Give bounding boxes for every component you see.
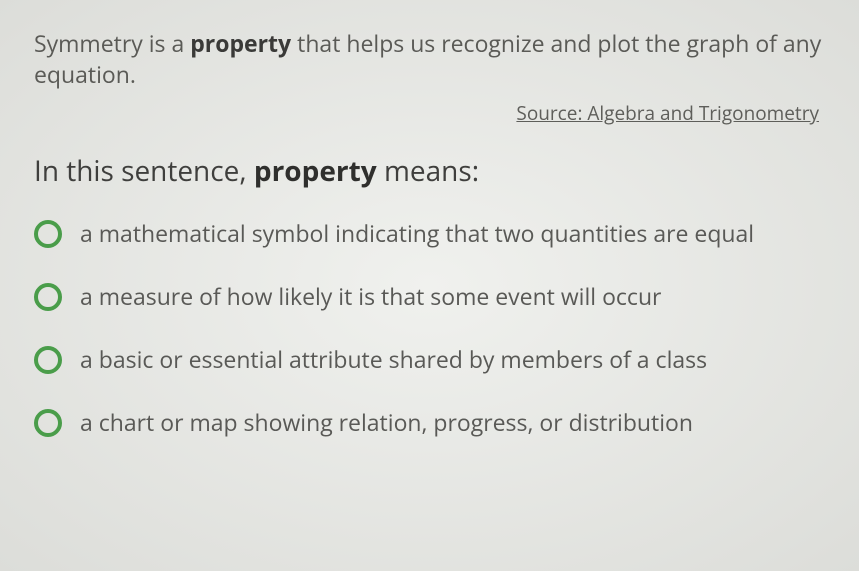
radio-icon[interactable]: [34, 409, 62, 437]
question-pre: In this sentence,: [34, 152, 254, 190]
radio-icon[interactable]: [34, 283, 62, 311]
context-bold-word: property: [190, 27, 291, 59]
option-text: a mathematical symbol indicating that tw…: [80, 218, 754, 249]
radio-icon[interactable]: [34, 220, 62, 248]
option-text: a chart or map showing relation, progres…: [80, 407, 693, 438]
context-pre: Symmetry is a: [34, 27, 190, 59]
option-a[interactable]: a mathematical symbol indicating that tw…: [34, 218, 825, 249]
option-text: a measure of how likely it is that some …: [80, 281, 661, 312]
option-c[interactable]: a basic or essential attribute shared by…: [34, 344, 825, 375]
question-bold-word: property: [254, 152, 377, 190]
option-d[interactable]: a chart or map showing relation, progres…: [34, 407, 825, 438]
radio-icon[interactable]: [34, 346, 62, 374]
context-sentence: Symmetry is a property that helps us rec…: [34, 28, 825, 90]
question-prompt: In this sentence, property means:: [34, 152, 825, 190]
options-list: a mathematical symbol indicating that tw…: [34, 218, 825, 438]
source-link[interactable]: Source: Algebra and Trigonometry: [34, 100, 825, 126]
option-text: a basic or essential attribute shared by…: [80, 344, 707, 375]
option-b[interactable]: a measure of how likely it is that some …: [34, 281, 825, 312]
question-post: means:: [377, 152, 479, 190]
